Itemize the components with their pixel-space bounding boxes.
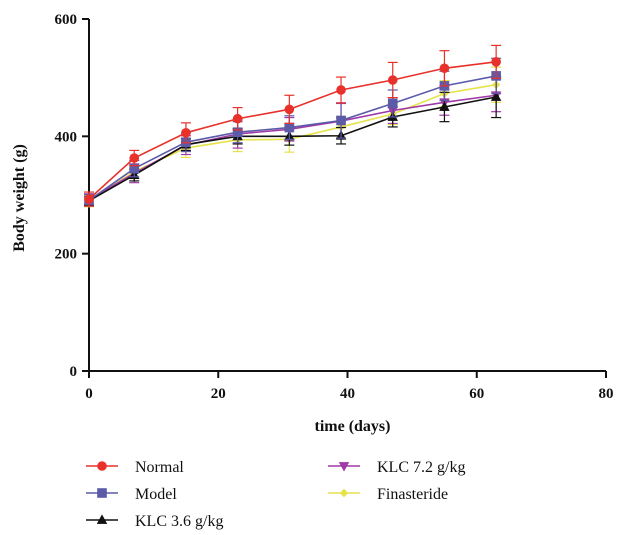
legend-label: KLC 3.6 g/kg <box>135 513 223 530</box>
series-layer <box>83 44 502 208</box>
series-normal <box>84 44 502 207</box>
data-point <box>284 122 295 133</box>
series-klc-7-2-g-kg <box>83 78 502 207</box>
x-tick-label: 0 <box>85 386 93 402</box>
x-tick-label: 60 <box>469 386 484 402</box>
legend-marker <box>96 514 108 524</box>
series-model <box>84 57 502 207</box>
legend: Normal Model KLC 3.6 g/kg KLC 7.2 g/kg Finas… <box>86 459 465 530</box>
data-point <box>129 153 140 163</box>
legend-marker <box>338 462 350 472</box>
legend-item-klc-3-6-g-kg: KLC 3.6 g/kg <box>86 513 223 530</box>
x-ticks: 0 20 40 60 80 <box>85 371 614 402</box>
series-line <box>88 83 497 202</box>
x-tick-label: 40 <box>340 386 355 402</box>
legend-item-normal: Normal <box>86 459 184 476</box>
legend-item-klc-7-2-g-kg: KLC 7.2 g/kg <box>328 459 465 476</box>
legend-marker <box>97 488 107 498</box>
x-tick-label: 20 <box>211 386 226 402</box>
x-axis-title: time (days) <box>315 418 391 435</box>
y-tick-label: 600 <box>55 12 78 28</box>
legend-item-finasteride: Finasteride <box>328 486 448 503</box>
y-tick-label: 400 <box>55 129 78 145</box>
data-point <box>387 75 398 85</box>
data-point <box>491 57 501 67</box>
data-point <box>490 91 502 101</box>
x-tick-label: 80 <box>599 386 614 402</box>
data-point <box>336 115 346 126</box>
legend-label: Finasteride <box>377 486 448 503</box>
data-point <box>336 85 346 95</box>
legend-label: Normal <box>135 459 184 476</box>
data-point <box>439 101 450 111</box>
data-point <box>439 63 450 74</box>
y-tick-label: 200 <box>55 247 78 263</box>
legend-item-model: Model <box>86 486 177 503</box>
data-point <box>84 194 94 204</box>
data-point <box>232 113 243 124</box>
y-axis-title: Body weight (g) <box>11 144 28 252</box>
data-point <box>181 128 191 138</box>
data-point <box>387 98 398 109</box>
y-ticks: 0 200 400 600 <box>55 12 89 380</box>
legend-label: KLC 7.2 g/kg <box>377 459 465 476</box>
y-tick-label: 0 <box>70 364 78 380</box>
data-point <box>284 104 295 115</box>
legend-marker <box>339 488 349 498</box>
legend-marker <box>97 461 107 471</box>
legend-label: Model <box>135 486 177 503</box>
